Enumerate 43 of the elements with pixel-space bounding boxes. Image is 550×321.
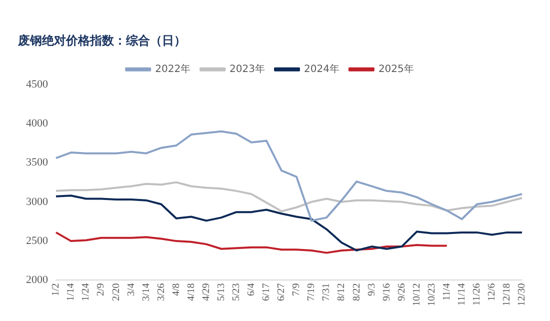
x-tick-label: 5/23 xyxy=(231,283,242,302)
x-tick-label: 1/14 xyxy=(66,283,77,302)
legend-label: 2025年 xyxy=(378,62,414,75)
x-tick-label: 1/2 xyxy=(50,283,62,296)
x-tick-label: 4/18 xyxy=(186,283,197,302)
y-tick-label: 4000 xyxy=(26,117,48,130)
x-tick-label: 2/20 xyxy=(110,283,122,302)
legend-label: 2022年 xyxy=(155,62,191,75)
x-tick-label: 4/29 xyxy=(200,283,212,302)
x-tick-label: 2/9 xyxy=(96,283,107,296)
x-tick-label: 11/26 xyxy=(472,283,483,306)
x-tick-label: 6/17 xyxy=(261,283,272,302)
x-tick-label: 9/16 xyxy=(381,283,392,302)
x-tick-label: 12/30 xyxy=(516,283,528,306)
x-tick-label: 8/22 xyxy=(351,283,362,302)
y-tick-label: 3000 xyxy=(26,196,48,208)
x-tick-label: 10/23 xyxy=(426,283,438,306)
chart-title: 废钢绝对价格指数：综合（日） xyxy=(17,33,186,48)
y-tick-label: 3500 xyxy=(26,156,48,169)
x-tick-label: 3/4 xyxy=(126,283,137,296)
x-tick-label: 3/26 xyxy=(156,283,167,302)
x-tick-label: 12/18 xyxy=(502,283,513,306)
x-tick-label: 9/3 xyxy=(366,283,378,296)
x-tick-label: 7/19 xyxy=(306,283,318,302)
x-tick-label: 11/14 xyxy=(456,283,468,306)
x-tick-label: 5/13 xyxy=(216,283,227,302)
x-tick-label: 11/4 xyxy=(441,283,452,301)
x-tick-label: 7/31 xyxy=(321,283,332,302)
y-tick-label: 4500 xyxy=(26,78,48,90)
x-tick-label: 10/12 xyxy=(411,283,422,306)
x-tick-label: 9/26 xyxy=(396,283,408,302)
y-tick-label: 2500 xyxy=(26,234,48,247)
x-tick-label: 3/14 xyxy=(140,283,152,302)
legend-label: 2023年 xyxy=(230,62,266,75)
x-tick-label: 4/8 xyxy=(170,283,182,296)
x-tick-label: 8/12 xyxy=(336,283,348,302)
y-tick-label: 2000 xyxy=(26,274,48,286)
x-tick-label: 1/24 xyxy=(80,283,92,302)
x-tick-label: 6/4 xyxy=(246,283,258,296)
x-tick-label: 7/9 xyxy=(291,283,302,296)
legend-label: 2024年 xyxy=(304,62,340,75)
x-tick-label: 12/6 xyxy=(486,283,498,302)
x-tick-label: 6/27 xyxy=(276,283,288,302)
